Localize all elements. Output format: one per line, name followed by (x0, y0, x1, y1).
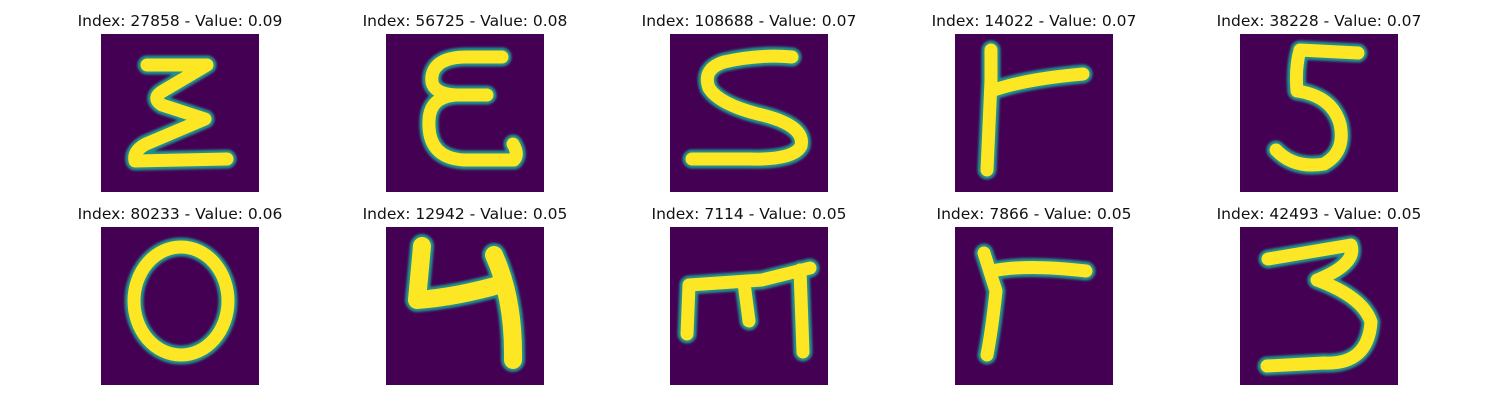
glyph-digit-3-stroke (1257, 235, 1381, 376)
tile-10: Index: 42493 - Value: 0.05 (1169, 193, 1469, 385)
glyph-r-like-stroke (974, 243, 1096, 365)
tile-image (101, 34, 259, 192)
tile-9: Index: 7866 - Value: 0.05 (884, 193, 1184, 385)
tile-7: Index: 12942 - Value: 0.05 (315, 193, 615, 385)
tile-title: Index: 42493 - Value: 0.05 (1216, 205, 1422, 223)
tile-8: Index: 7114 - Value: 0.05 (599, 193, 899, 385)
tile-3: Index: 108688 - Value: 0.07 (599, 0, 899, 192)
tile-image (101, 227, 259, 385)
tile-4: Index: 14022 - Value: 0.07 (884, 0, 1184, 192)
glyph-epsilon-like-stroke (419, 47, 526, 170)
tile-image (955, 34, 1113, 192)
tile-title: Index: 56725 - Value: 0.08 (362, 12, 568, 30)
tile-image (1240, 227, 1398, 385)
tile-title: Index: 38228 - Value: 0.07 (1216, 12, 1422, 30)
tile-2: Index: 56725 - Value: 0.08 (315, 0, 615, 192)
glyph-r-like-stroke (977, 40, 1093, 180)
glyph-digit-4-stroke (405, 234, 526, 372)
glyph-digit-0-stroke (124, 237, 238, 365)
tile-title: Index: 80233 - Value: 0.06 (77, 205, 283, 223)
tile-title: Index: 7866 - Value: 0.05 (936, 205, 1132, 223)
tile-image (955, 227, 1113, 385)
tile-title: Index: 108688 - Value: 0.07 (641, 12, 857, 30)
tile-5: Index: 38228 - Value: 0.07 (1169, 0, 1469, 192)
tile-title: Index: 12942 - Value: 0.05 (362, 205, 568, 223)
tile-image (670, 227, 828, 385)
glyph-sigma-like-stroke (125, 55, 237, 171)
tile-title: Index: 7114 - Value: 0.05 (651, 205, 847, 223)
tile-image (670, 34, 828, 192)
tile-1: Index: 27858 - Value: 0.09 (30, 0, 330, 192)
tile-6: Index: 80233 - Value: 0.06 (30, 193, 330, 385)
glyph-s-like-stroke (682, 46, 811, 169)
tile-image (386, 227, 544, 385)
tile-title: Index: 27858 - Value: 0.09 (77, 12, 283, 30)
tile-image (1240, 34, 1398, 192)
tile-image (386, 34, 544, 192)
tile-title: Index: 14022 - Value: 0.07 (931, 12, 1137, 30)
glyph-digit-5-stroke (1266, 40, 1368, 175)
glyph-m-like-stroke (677, 258, 820, 362)
